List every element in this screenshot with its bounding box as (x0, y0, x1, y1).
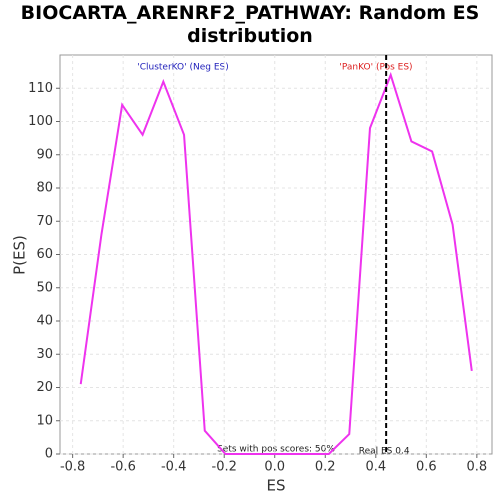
x-tick-label: -0.8 (60, 460, 85, 475)
y-tick-label: 30 (36, 347, 53, 362)
y-tick-label: 80 (36, 181, 53, 196)
y-tick-label: 90 (36, 147, 53, 162)
y-tick-label: 110 (28, 81, 53, 96)
y-tick-label: 10 (36, 413, 53, 428)
x-tick-label: 0.4 (365, 460, 386, 475)
chart-title: BIOCARTA_ARENRF2_PATHWAY: Random ES dist… (20, 2, 480, 47)
x-tick-label: -0.2 (212, 460, 237, 475)
x-tick-label: 0.8 (466, 460, 487, 475)
y-tick-label: 70 (36, 214, 53, 229)
sets-annotation: Sets with pos scores: 50% (217, 445, 335, 455)
real-es-label: Real ES 0.4 (359, 447, 410, 457)
x-tick-label: 0.6 (416, 460, 437, 475)
y-tick-label: 50 (36, 280, 53, 295)
x-tick-label: -0.4 (161, 460, 186, 475)
y-tick-label: 60 (36, 247, 53, 262)
neg-annotation: 'ClusterKO' (Neg ES) (137, 63, 229, 73)
y-tick-label: 40 (36, 314, 53, 329)
x-axis-label: ES (267, 477, 286, 495)
y-tick-label: 100 (28, 114, 53, 129)
x-tick-label: 0.2 (315, 460, 336, 475)
y-axis-label: P(ES) (11, 235, 29, 275)
x-tick-label: -0.6 (110, 460, 135, 475)
x-tick-label: 0.0 (264, 460, 285, 475)
line-series (79, 71, 473, 455)
y-tick-label: 20 (36, 380, 53, 395)
y-tick-label: 0 (45, 447, 53, 462)
